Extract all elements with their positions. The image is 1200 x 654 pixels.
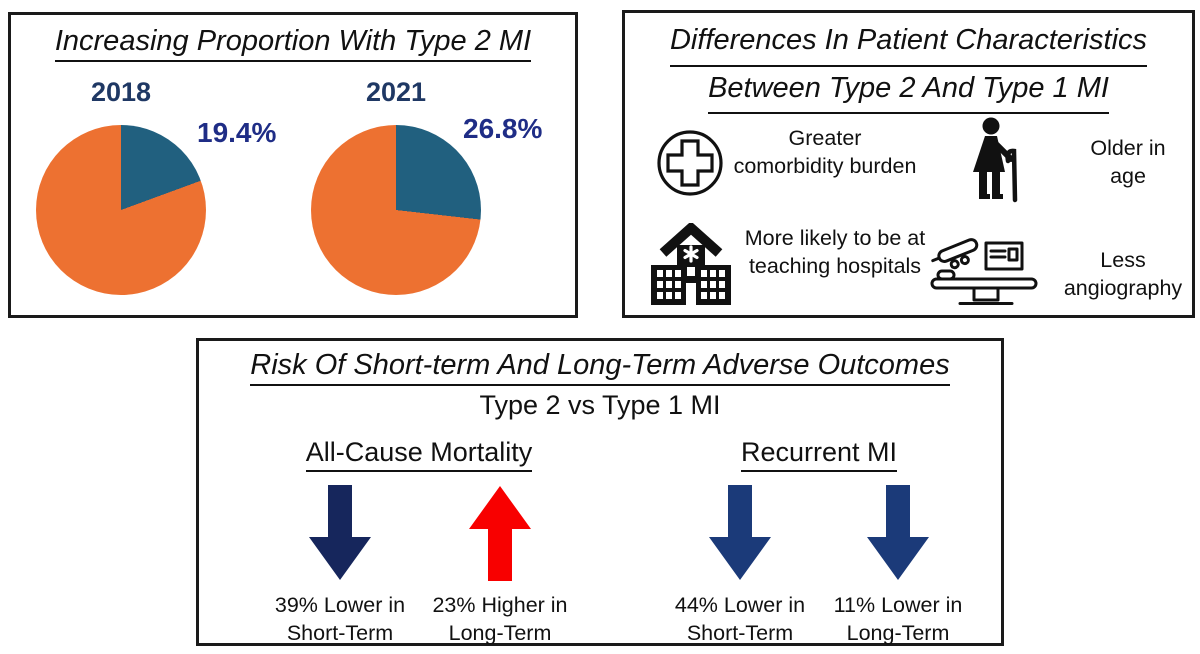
panel-patient-characteristics: Differences In Patient Characteristics B… [622,10,1195,318]
panel-characteristics-title-line2: Between Type 2 And Type 1 MI [625,67,1192,114]
panel-characteristics-title-line1: Differences In Patient Characteristics [625,19,1192,67]
down-arrow-icon [308,485,372,581]
panel-proportion-title: Increasing Proportion With Type 2 MI [11,25,575,62]
up-arrow-icon [468,485,532,581]
elderly-person-icon [963,116,1025,208]
mortality-long-term-label: 23% Higher in Long-Term [432,593,568,646]
recurrent-short-term-label: 44% Lower in Short-Term [674,593,806,646]
pie-chart-2021 [311,125,481,295]
pie-chart-2018 [36,125,206,295]
panel-outcomes-subtitle: Type 2 vs Type 1 MI [479,390,721,420]
characteristic-less-angiography-text: Less angiography [1063,248,1183,300]
characteristic-older-age-text: Older in age [1090,136,1166,188]
all-cause-mortality-header: All-Cause Mortality [259,437,579,472]
characteristic-comorbidity-text: Greater comorbidity burden [733,126,917,178]
characteristic-teaching-hospitals-text: More likely to be at teaching hospitals [744,226,926,278]
panel-proportion-title-text: Increasing Proportion With Type 2 MI [54,25,532,62]
panel-increasing-proportion: Increasing Proportion With Type 2 MI 201… [8,12,578,318]
pie-2018-percent-label: 19.4% [197,117,277,148]
panel-outcomes-title: Risk Of Short-term And Long-Term Adverse… [199,349,1001,386]
medical-cross-icon [655,128,725,198]
pie-2018-year-label: 2018 [90,77,152,107]
pie-2021-year-label: 2021 [365,77,427,107]
pie-2021-percent-label: 26.8% [463,113,543,144]
down-arrow-icon [708,485,772,581]
recurrent-mi-header: Recurrent MI [669,437,969,472]
mortality-short-term-label: 39% Lower in Short-Term [274,593,406,646]
down-arrow-icon [866,485,930,581]
recurrent-long-term-label: 11% Lower in Long-Term [833,593,963,646]
hospital-icon [647,221,735,308]
angiography-table-icon [928,231,1048,309]
panel-adverse-outcomes: Risk Of Short-term And Long-Term Adverse… [196,338,1004,646]
